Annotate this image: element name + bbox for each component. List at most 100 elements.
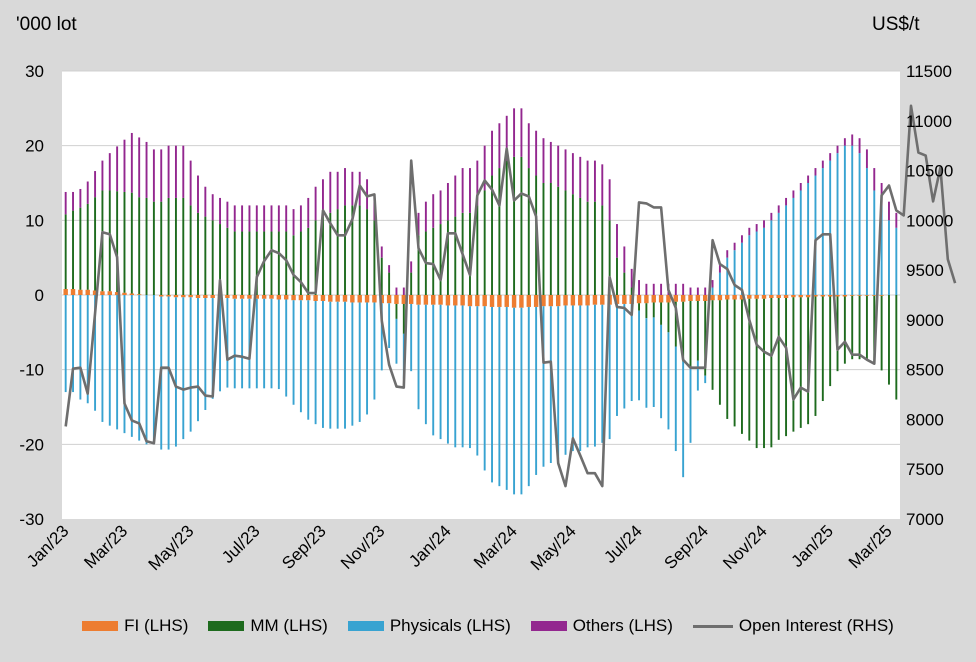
mm-bar <box>579 197 582 295</box>
mm-bar <box>358 205 361 295</box>
others-bar <box>851 134 854 146</box>
mm-bar <box>843 296 846 364</box>
mm-bar <box>807 297 810 425</box>
others-bar <box>189 160 192 206</box>
others-bar <box>395 287 398 295</box>
physicals-bar <box>895 227 898 295</box>
mm-bar <box>292 235 295 295</box>
others-bar <box>571 153 574 195</box>
fi-bar <box>820 295 826 297</box>
mm-bar <box>498 168 501 295</box>
mm-bar <box>248 231 251 295</box>
fi-bar <box>857 295 862 296</box>
others-bar <box>652 283 655 295</box>
others-bar <box>64 191 67 215</box>
physicals-bar <box>814 175 817 295</box>
others-bar <box>865 149 868 169</box>
mm-bar <box>770 297 773 448</box>
x-tick-label: Jul/24 <box>600 521 646 567</box>
mm-bar <box>623 272 626 295</box>
physicals-bar <box>785 205 788 295</box>
fi-bar <box>533 295 539 307</box>
others-bar <box>424 201 427 232</box>
physicals-bar <box>718 272 721 295</box>
mm-bar <box>366 209 369 295</box>
others-bar <box>299 205 302 232</box>
fi-bar <box>306 295 311 301</box>
physicals-bar <box>623 303 626 409</box>
mm-bar <box>160 201 163 295</box>
physicals-bar <box>299 300 302 413</box>
legend-swatch-physicals <box>347 621 384 631</box>
physicals-bar <box>79 295 82 400</box>
mm-bar <box>483 190 486 295</box>
fi-bar <box>342 295 348 302</box>
x-tick-label: Sep/23 <box>278 521 330 573</box>
mm-bar <box>322 216 324 295</box>
fi-bar <box>122 292 127 295</box>
others-bar <box>160 149 163 202</box>
physicals-bar <box>667 332 670 430</box>
fi-bar <box>129 293 135 295</box>
physicals-bar <box>197 297 199 422</box>
right-tick-label: 11500 <box>906 62 952 81</box>
others-bar <box>564 149 567 191</box>
mm-bar <box>344 205 346 295</box>
physicals-bar <box>579 305 582 452</box>
physicals-bar <box>836 153 839 295</box>
others-bar <box>108 153 111 191</box>
others-bar <box>814 168 817 176</box>
physicals-bar <box>248 298 251 389</box>
fi-bar <box>239 295 245 299</box>
physicals-bar <box>638 310 640 401</box>
physicals-bar <box>351 302 354 426</box>
physicals-bar <box>498 306 501 487</box>
physicals-bar <box>86 295 89 404</box>
fi-bar <box>188 295 193 298</box>
mm-bar <box>660 302 663 325</box>
fi-bar <box>210 295 215 298</box>
fi-bar <box>335 295 340 302</box>
fi-bar <box>578 295 583 306</box>
others-bar <box>741 235 743 243</box>
physicals-bar <box>483 306 486 471</box>
physicals-bar <box>564 305 567 455</box>
fi-bar <box>372 295 377 303</box>
others-bar <box>645 283 648 295</box>
mm-bar <box>233 231 236 295</box>
others-bar <box>601 164 604 206</box>
physicals-bar <box>674 346 677 452</box>
mm-bar <box>79 207 82 290</box>
mm-bar <box>395 303 398 319</box>
mm-bar <box>64 214 67 290</box>
mm-bar <box>491 175 493 295</box>
others-bar <box>285 205 288 232</box>
x-tick-label: Mar/25 <box>845 521 896 572</box>
physicals-bar <box>322 300 324 428</box>
fi-bar <box>276 295 282 300</box>
others-bar <box>116 146 119 192</box>
others-bar <box>777 205 780 213</box>
physicals-bar <box>660 324 663 419</box>
fi-bar <box>732 295 737 300</box>
fi-bar <box>702 295 708 301</box>
x-tick-label: Sep/24 <box>660 521 712 573</box>
physicals-bar <box>358 302 361 422</box>
others-bar <box>439 190 442 225</box>
mm-bar <box>454 216 457 295</box>
fi-bar <box>511 295 517 308</box>
mm-bar <box>241 231 244 295</box>
physicals-bar <box>373 302 376 400</box>
physicals-bar <box>241 298 244 389</box>
others-bar <box>138 137 141 198</box>
others-bar <box>322 179 324 217</box>
left-tick-label: -10 <box>19 361 44 380</box>
fi-bar <box>717 295 723 301</box>
mm-bar <box>94 197 97 291</box>
physicals-bar <box>285 299 288 397</box>
physicals-bar <box>461 305 464 448</box>
mm-bar <box>417 235 420 295</box>
physicals-bar <box>843 145 846 295</box>
physicals-bar <box>432 304 435 436</box>
fi-bar <box>754 295 759 299</box>
